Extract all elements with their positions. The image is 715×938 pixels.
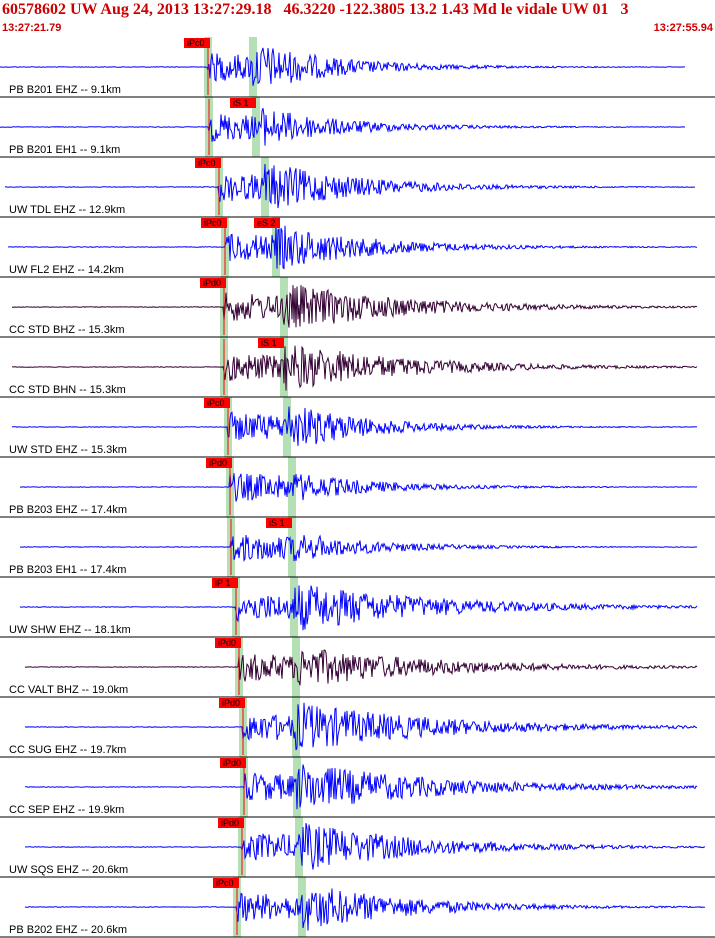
pick-label: iPd0 xyxy=(218,638,236,648)
trace-row: iS 1 PB B201 EH1 -- 9.1km xyxy=(0,98,715,158)
pick-box[interactable] xyxy=(218,818,244,828)
pick-label: iP 1 xyxy=(215,578,230,588)
trace-row: iPd0 CC SEP EHZ -- 19.9km xyxy=(0,758,715,818)
pick-label: iPc0 xyxy=(204,218,222,228)
pick-box[interactable] xyxy=(213,878,239,888)
station-label: PB B203 EH1 -- 17.4km xyxy=(9,564,126,576)
pick-label: iPd0 xyxy=(209,458,227,468)
pick-label: iPd0 xyxy=(203,278,221,288)
station-label: CC SUG EHZ -- 19.7km xyxy=(9,744,126,756)
pick-box[interactable] xyxy=(206,458,232,468)
pick-box[interactable] xyxy=(266,518,292,528)
trace-row: iPc0 eS 2 UW FL2 EHZ -- 14.2km xyxy=(0,218,715,278)
pick-label: iPc0 xyxy=(187,38,205,48)
station-label: UW SQS EHZ -- 20.6km xyxy=(9,864,128,876)
station-label: UW FL2 EHZ -- 14.2km xyxy=(9,264,124,276)
waveform xyxy=(7,225,698,270)
pick-label: iS 1 xyxy=(233,98,249,108)
pick-box[interactable] xyxy=(230,98,256,108)
pick-box[interactable] xyxy=(195,158,221,168)
waveform xyxy=(12,345,698,391)
pick-label: iPc0 xyxy=(216,878,234,888)
waveform xyxy=(19,534,698,563)
pick-label: iS 1 xyxy=(261,338,277,348)
trace-row: iPd0 PB B203 EHZ -- 17.4km xyxy=(0,458,715,518)
station-label: UW SHW EHZ -- 18.1km xyxy=(9,624,131,636)
trace-row: iP 1 UW SHW EHZ -- 18.1km xyxy=(0,578,715,638)
station-label: PB B201 EH1 -- 9.1km xyxy=(9,144,120,156)
pick-box[interactable] xyxy=(200,278,226,288)
trace-row: iS 1 CC STD BHN -- 15.3km xyxy=(0,338,715,398)
pick-box[interactable] xyxy=(215,638,241,648)
waveform xyxy=(24,649,698,686)
pick-box[interactable] xyxy=(184,38,210,48)
station-label: CC STD BHZ -- 15.3km xyxy=(9,324,125,336)
pick-label: iPd0 xyxy=(222,698,240,708)
end-time: 13:27:55.94 xyxy=(653,22,713,34)
station-label: PB B202 EHZ -- 20.6km xyxy=(9,924,127,936)
station-label: UW TDL EHZ -- 12.9km xyxy=(9,204,125,216)
waveform xyxy=(4,163,696,209)
pick-box[interactable] xyxy=(219,698,245,708)
waveform xyxy=(24,888,706,931)
pick-box-2[interactable] xyxy=(254,218,280,228)
trace-row: iPd0 UW SQS EHZ -- 20.6km xyxy=(0,818,715,878)
waveform xyxy=(19,473,698,502)
pick-label: iS 1 xyxy=(269,518,285,528)
waveform xyxy=(0,108,686,146)
waveform xyxy=(24,823,706,870)
waveform xyxy=(19,585,698,631)
pick-box[interactable] xyxy=(212,578,238,588)
waveform xyxy=(11,406,698,446)
pick-box[interactable] xyxy=(220,758,246,768)
pick-label: iPd0 xyxy=(223,758,241,768)
header: 60578602 UW Aug 24, 2013 13:27:29.18 46.… xyxy=(0,0,715,37)
waveform xyxy=(24,702,698,751)
trace-row: iPd0 CC SUG EHZ -- 19.7km xyxy=(0,698,715,758)
pick-box[interactable] xyxy=(201,218,227,228)
waveform xyxy=(0,47,686,86)
pick-label: iPd0 xyxy=(221,818,239,828)
pick-label: iPc0 xyxy=(207,398,225,408)
pick-label: iPc0 xyxy=(198,158,216,168)
station-label: UW STD EHZ -- 15.3km xyxy=(9,444,127,456)
pick-box[interactable] xyxy=(204,398,230,408)
waveform xyxy=(11,285,698,328)
station-label: CC STD BHN -- 15.3km xyxy=(9,384,126,396)
trace-row: iPc0 UW STD EHZ -- 15.3km xyxy=(0,398,715,458)
event-title: 60578602 UW Aug 24, 2013 13:27:29.18 46.… xyxy=(2,1,629,18)
station-label: PB B203 EHZ -- 17.4km xyxy=(9,504,127,516)
trace-row: iPc0 PB B202 EHZ -- 20.6km xyxy=(0,878,715,938)
seismogram-panel: iPc0 PB B201 EHZ -- 9.1km iS 1 PB B201 EH1 … xyxy=(0,37,715,938)
trace-row: iPc0 PB B201 EHZ -- 9.1km xyxy=(0,38,715,98)
trace-row: iPd0 CC VALT BHZ -- 19.0km xyxy=(0,638,715,698)
station-label: CC SEP EHZ -- 19.9km xyxy=(9,804,124,816)
trace-row: iPd0 CC STD BHZ -- 15.3km xyxy=(0,278,715,338)
station-label: PB B201 EHZ -- 9.1km xyxy=(9,84,121,96)
station-label: CC VALT BHZ -- 19.0km xyxy=(9,684,128,696)
start-time: 13:27:21.79 xyxy=(2,22,62,34)
waveform xyxy=(24,764,698,810)
pick-box[interactable] xyxy=(258,338,284,348)
pick-label-2: eS 2 xyxy=(257,218,276,228)
trace-row: iS 1 PB B203 EH1 -- 17.4km xyxy=(0,518,715,578)
trace-row: iPc0 UW TDL EHZ -- 12.9km xyxy=(0,158,715,218)
